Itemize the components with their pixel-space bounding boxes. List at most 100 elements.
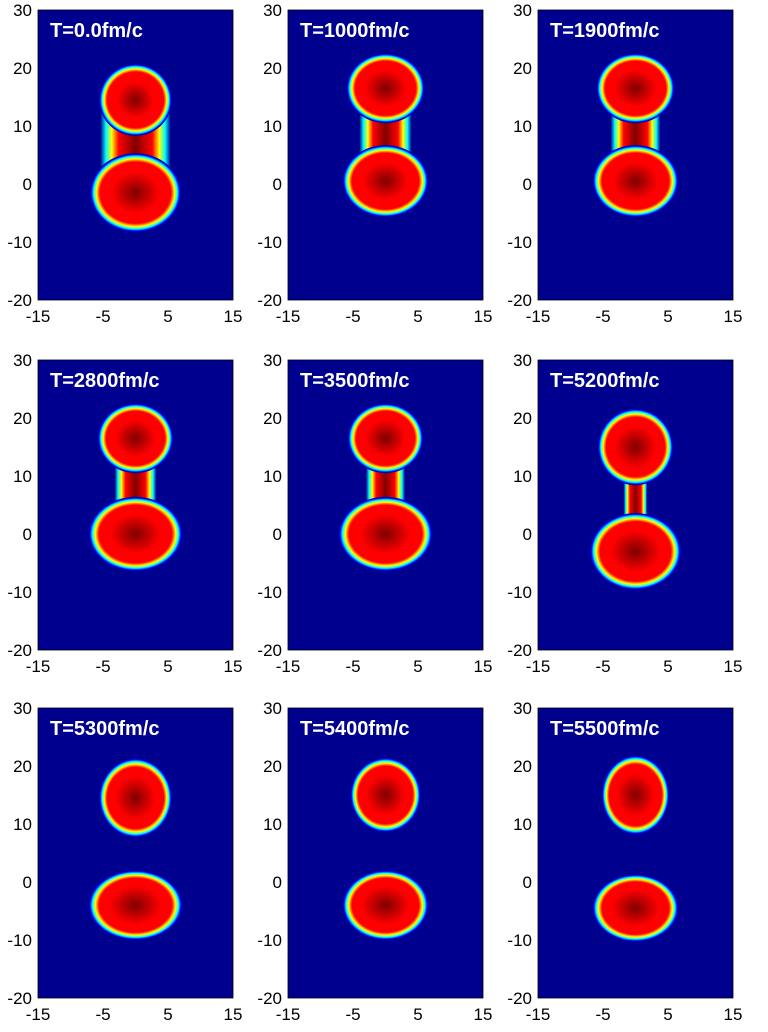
x-tick-label: 15 <box>224 657 243 676</box>
y-tick-label: 0 <box>23 873 32 892</box>
y-tick-label: -20 <box>507 989 532 1008</box>
panel-title: T=5500fm/c <box>550 718 660 740</box>
y-tick-label: 30 <box>13 699 32 718</box>
y-tick-label: 10 <box>13 467 32 486</box>
density-panel-9: T=5500fm/c -15 -5 5 15 -20 -10 0 10 20 30 <box>507 699 742 1024</box>
x-tick-label: 5 <box>413 657 422 676</box>
x-tick-label: 15 <box>224 307 243 326</box>
fragment-blob <box>350 757 421 833</box>
y-tick-label: -20 <box>257 641 282 660</box>
density-panel-6: T=5200fm/c -15 -5 5 15 -20 -10 0 10 20 30 <box>507 351 742 676</box>
x-tick-label: -5 <box>95 307 110 326</box>
panel-title: T=5300fm/c <box>50 718 160 740</box>
y-tick-label: 20 <box>13 59 32 78</box>
x-tick-label: -15 <box>526 1005 551 1024</box>
x-tick-label: -5 <box>95 1005 110 1024</box>
density-panel-2: T=1000fm/c -15 -5 5 15 -20 -10 0 10 20 30 <box>257 1 492 326</box>
y-tick-label: -10 <box>507 233 532 252</box>
density-panel-8: T=5400fm/c -15 -5 5 15 -20 -10 0 10 20 30 <box>257 699 492 1024</box>
fragment-blob <box>88 496 183 572</box>
y-tick-label: 10 <box>513 815 532 834</box>
fragment-blob <box>346 53 425 124</box>
y-tick-label: -20 <box>7 641 32 660</box>
x-tick-label: -15 <box>26 307 51 326</box>
fragment-blob <box>592 874 679 942</box>
x-tick-label: -5 <box>95 657 110 676</box>
plot-frame <box>287 707 484 999</box>
fragment-blob <box>88 870 183 940</box>
fragment-blob <box>338 496 433 572</box>
fragment-blob <box>99 63 172 136</box>
x-tick-label: -15 <box>276 657 301 676</box>
y-tick-label: 0 <box>23 525 32 544</box>
panel-title: T=0.0fm/c <box>50 20 143 42</box>
y-tick-label: 20 <box>513 409 532 428</box>
x-tick-label: 15 <box>724 307 743 326</box>
x-tick-label: 5 <box>663 657 672 676</box>
density-panel-7: T=5300fm/c -15 -5 5 15 -20 -10 0 10 20 30 <box>7 699 242 1024</box>
panel-title: T=2800fm/c <box>50 370 160 392</box>
fragment-blob <box>596 53 675 124</box>
y-tick-label: 20 <box>263 409 282 428</box>
panel-title: T=1900fm/c <box>550 20 660 42</box>
plot-frame <box>537 707 734 999</box>
panel-title: T=5200fm/c <box>550 370 660 392</box>
y-tick-label: 30 <box>513 351 532 370</box>
y-tick-label: 10 <box>13 815 32 834</box>
x-tick-label: -5 <box>345 307 360 326</box>
x-tick-label: -15 <box>276 307 301 326</box>
y-tick-label: -10 <box>257 233 282 252</box>
panel-title: T=5400fm/c <box>300 718 410 740</box>
x-tick-label: 15 <box>474 657 493 676</box>
y-tick-label: 30 <box>513 699 532 718</box>
y-tick-label: 20 <box>513 59 532 78</box>
y-tick-label: -10 <box>257 583 282 602</box>
plot-frame <box>537 359 734 651</box>
y-tick-label: -20 <box>7 989 32 1008</box>
fragment-blob <box>342 145 429 218</box>
fragment-blob <box>99 758 172 838</box>
density-panel-4: T=2800fm/c -15 -5 5 15 -20 -10 0 10 20 30 <box>7 351 242 676</box>
y-tick-label: -10 <box>7 583 32 602</box>
plot-frame <box>37 707 234 999</box>
y-tick-label: 10 <box>513 117 532 136</box>
x-tick-label: 15 <box>724 657 743 676</box>
x-tick-label: -15 <box>276 1005 301 1024</box>
y-tick-label: -10 <box>7 233 32 252</box>
fragment-blob <box>601 755 670 835</box>
fragment-blob <box>347 403 424 474</box>
y-tick-label: -10 <box>507 583 532 602</box>
x-tick-label: 5 <box>413 307 422 326</box>
plot-frame <box>37 9 234 301</box>
x-tick-label: -15 <box>26 657 51 676</box>
plot-background <box>538 708 733 998</box>
y-tick-label: 0 <box>273 873 282 892</box>
y-tick-label: 20 <box>13 409 32 428</box>
panel-title: T=1000fm/c <box>300 20 410 42</box>
y-tick-label: -10 <box>257 931 282 950</box>
x-tick-label: 5 <box>663 1005 672 1024</box>
x-tick-label: -15 <box>526 307 551 326</box>
x-tick-label: -5 <box>595 1005 610 1024</box>
y-tick-label: 30 <box>263 1 282 20</box>
y-tick-label: 0 <box>523 175 532 194</box>
x-tick-label: 5 <box>163 657 172 676</box>
y-tick-label: -10 <box>507 931 532 950</box>
density-panel-1: T=0.0fm/c -15 -5 5 15 -20 -10 0 10 20 30 <box>7 1 242 326</box>
plot-background <box>38 708 233 998</box>
y-tick-label: 20 <box>263 757 282 776</box>
y-tick-label: 0 <box>273 175 282 194</box>
y-tick-label: -20 <box>7 291 32 310</box>
y-tick-label: 0 <box>23 175 32 194</box>
x-tick-label: 5 <box>163 1005 172 1024</box>
plot-frame <box>537 9 734 301</box>
x-tick-label: -15 <box>26 1005 51 1024</box>
y-tick-label: 30 <box>263 351 282 370</box>
plot-frame <box>37 359 234 651</box>
plot-frame <box>287 9 484 301</box>
x-tick-label: -5 <box>595 657 610 676</box>
fragment-blob <box>90 153 181 233</box>
fragment-blob <box>592 145 679 218</box>
y-tick-label: 30 <box>513 1 532 20</box>
